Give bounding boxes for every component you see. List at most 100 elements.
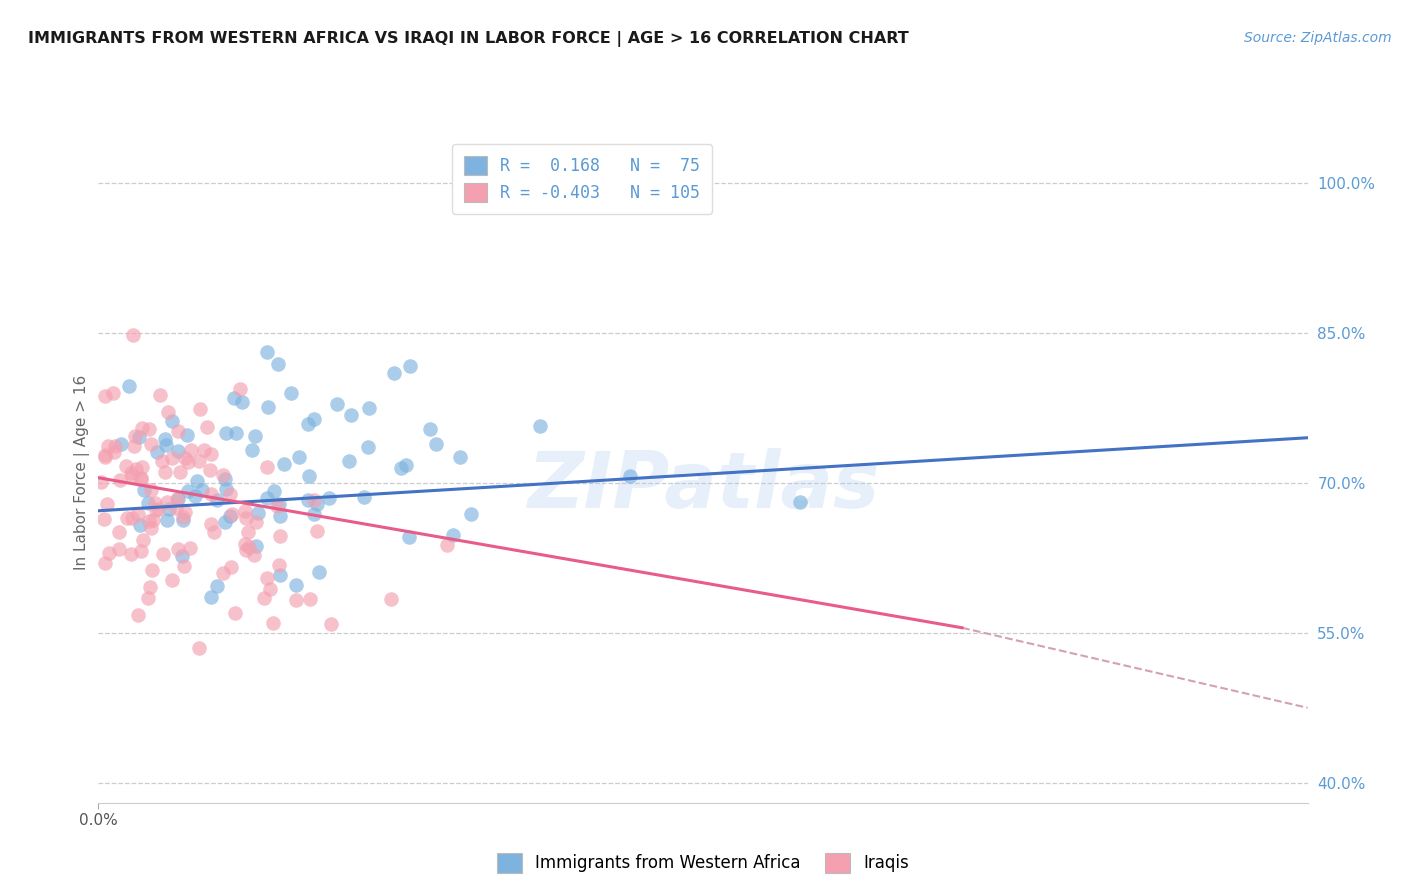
Point <box>299 591 322 606</box>
Point <box>246 506 269 520</box>
Point <box>104 439 127 453</box>
Point <box>103 445 125 459</box>
Point <box>173 505 195 519</box>
Text: Source: ZipAtlas.com: Source: ZipAtlas.com <box>1244 31 1392 45</box>
Point <box>302 412 325 426</box>
Point <box>160 414 183 428</box>
Point <box>200 487 222 501</box>
Point <box>267 357 290 371</box>
Point <box>93 511 115 525</box>
Point <box>156 495 179 509</box>
Point <box>318 491 340 506</box>
Point <box>305 496 328 510</box>
Point <box>382 366 405 380</box>
Point <box>94 448 117 462</box>
Point <box>380 592 402 607</box>
Text: ZIPatlas: ZIPatlas <box>527 448 879 524</box>
Point <box>153 465 176 479</box>
Point <box>94 556 117 570</box>
Point <box>319 617 342 632</box>
Point <box>179 541 201 555</box>
Point <box>269 508 291 523</box>
Point <box>357 401 380 415</box>
Point <box>228 382 250 396</box>
Point <box>197 420 219 434</box>
Point <box>211 566 233 580</box>
Point <box>146 444 169 458</box>
Point <box>136 591 159 605</box>
Point <box>143 496 166 510</box>
Point <box>259 582 281 597</box>
Point <box>221 559 243 574</box>
Point <box>436 538 458 552</box>
Point <box>215 482 238 496</box>
Point <box>280 386 302 401</box>
Point <box>243 548 266 562</box>
Point <box>138 580 160 594</box>
Point <box>214 515 236 529</box>
Point <box>124 439 146 453</box>
Point <box>460 507 482 521</box>
Point <box>173 451 195 466</box>
Point <box>108 525 131 540</box>
Point <box>337 454 360 468</box>
Point <box>225 426 247 441</box>
Text: IMMIGRANTS FROM WESTERN AFRICA VS IRAQI IN LABOR FORCE | AGE > 16 CORRELATION CH: IMMIGRANTS FROM WESTERN AFRICA VS IRAQI … <box>28 31 908 47</box>
Legend: Immigrants from Western Africa, Iraqis: Immigrants from Western Africa, Iraqis <box>489 847 917 880</box>
Point <box>326 397 349 411</box>
Point <box>129 470 152 484</box>
Point <box>449 450 471 464</box>
Point <box>233 504 256 518</box>
Point <box>340 408 363 422</box>
Point <box>266 499 288 513</box>
Point <box>127 608 149 623</box>
Point <box>214 472 236 486</box>
Point <box>188 641 211 656</box>
Point <box>173 558 195 573</box>
Point <box>165 500 187 515</box>
Point <box>273 457 295 471</box>
Point <box>399 359 422 374</box>
Point <box>141 563 163 577</box>
Point <box>127 507 149 521</box>
Point <box>219 486 242 500</box>
Point <box>191 483 214 497</box>
Point <box>115 459 138 474</box>
Point <box>115 511 138 525</box>
Point <box>269 498 291 512</box>
Point <box>141 521 163 535</box>
Point <box>200 517 222 532</box>
Point <box>118 379 141 393</box>
Point <box>177 483 200 498</box>
Point <box>238 540 260 554</box>
Point <box>167 542 190 557</box>
Point <box>529 419 551 434</box>
Point <box>166 492 188 507</box>
Point <box>398 530 420 544</box>
Point <box>152 547 174 561</box>
Point <box>222 391 245 405</box>
Point <box>198 463 221 477</box>
Point <box>298 469 321 483</box>
Point <box>353 490 375 504</box>
Point <box>149 388 172 402</box>
Point <box>205 579 228 593</box>
Point <box>121 328 143 343</box>
Point <box>267 558 290 572</box>
Point <box>141 436 163 450</box>
Point <box>269 568 291 582</box>
Point <box>224 606 246 620</box>
Point <box>245 515 267 529</box>
Point <box>395 458 418 472</box>
Point <box>121 510 143 524</box>
Point <box>128 430 150 444</box>
Point <box>94 389 117 403</box>
Point <box>138 514 160 528</box>
Point <box>142 513 165 527</box>
Legend: R =  0.168   N =  75, R = -0.403   N = 105: R = 0.168 N = 75, R = -0.403 N = 105 <box>453 145 711 214</box>
Point <box>263 484 285 499</box>
Point <box>131 544 153 558</box>
Point <box>284 593 307 607</box>
Point <box>240 443 263 458</box>
Y-axis label: In Labor Force | Age > 16: In Labor Force | Age > 16 <box>75 376 90 570</box>
